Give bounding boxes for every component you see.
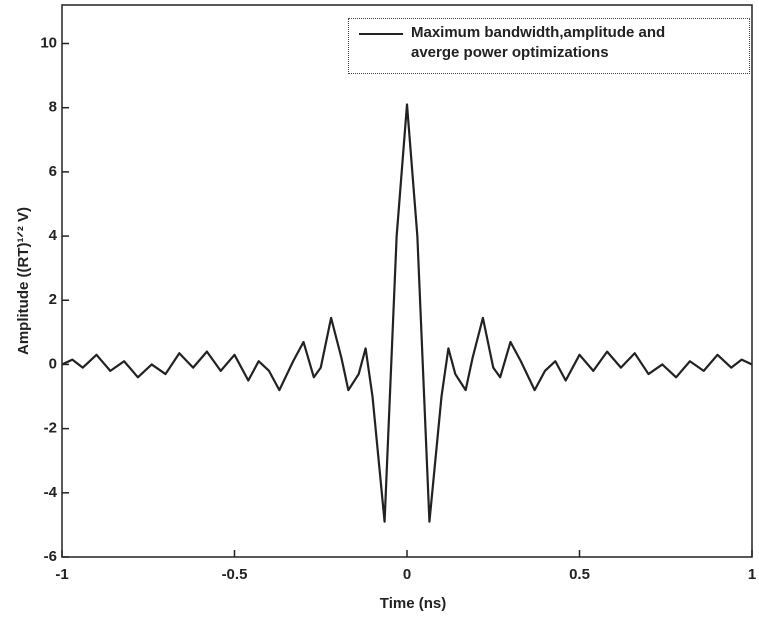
y-tick-label: 6 [49,163,57,180]
x-tick-label: 1 [748,566,756,583]
y-tick-label: 8 [49,99,57,116]
legend-label: Maximum bandwidth,amplitude and averge p… [411,24,666,61]
x-tick-label: -1 [55,566,68,583]
y-tick-label: -6 [44,548,57,565]
plot-frame [61,4,753,558]
y-tick-label: 4 [49,227,58,244]
x-tick-label: 0.5 [569,566,590,583]
legend: Maximum bandwidth,amplitude and averge p… [348,18,750,74]
y-tick-label: 0 [49,355,57,372]
y-tick-label: -4 [44,484,58,501]
x-axis-label: Time (ns) [380,595,446,612]
y-tick-label: -2 [44,420,57,437]
y-tick-label: 2 [49,291,57,308]
x-tick-label: 0 [403,566,411,583]
y-tick-label: 10 [40,34,57,51]
x-tick-label: -0.5 [222,566,248,583]
y-axis-label: Amplitude ((RT)¹ᐟ² V) [15,207,32,355]
legend-line [359,33,403,35]
data-line [61,103,753,523]
